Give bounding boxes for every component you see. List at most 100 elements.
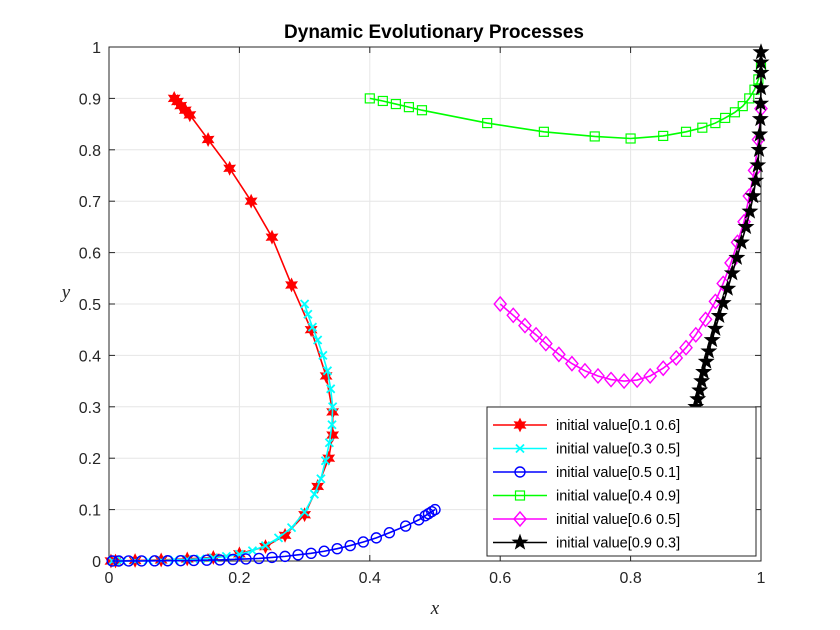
data-point: [377, 95, 388, 107]
data-point: [693, 372, 711, 389]
data-point: [106, 555, 118, 567]
data-point: [327, 420, 337, 430]
series-6: [687, 43, 770, 414]
data-point: [183, 107, 197, 123]
legend-entry: initial value[0.1 0.6]: [493, 417, 680, 434]
data-point: [710, 117, 721, 129]
data-point: [744, 187, 762, 204]
data-point: [751, 125, 769, 142]
data-point: [728, 248, 746, 265]
data-point: [716, 275, 731, 292]
data-point: [744, 93, 755, 104]
data-point: [266, 551, 278, 564]
data-point: [538, 126, 549, 137]
data-point: [135, 555, 148, 567]
data-point: [326, 427, 340, 443]
series-2: [107, 299, 338, 566]
data-point: [737, 101, 748, 112]
y-tick-label: 0.9: [79, 91, 101, 108]
data-point: [697, 352, 715, 369]
data-point: [324, 438, 335, 448]
data-point: [113, 555, 125, 567]
data-point: [749, 156, 767, 173]
data-point: [719, 279, 737, 296]
data-point: [370, 532, 383, 544]
data-point: [714, 294, 732, 311]
data-point: [691, 381, 709, 398]
data-point: [201, 554, 213, 566]
data-point: [617, 373, 632, 390]
data-point: [729, 107, 741, 118]
data-point: [318, 350, 328, 361]
legend-label: initial value[0.1 0.6]: [556, 418, 680, 434]
data-point: [298, 507, 312, 523]
data-point: [319, 368, 333, 384]
data-point: [403, 102, 415, 113]
legend-label: initial value[0.4 0.9]: [556, 489, 680, 505]
data-point: [703, 331, 721, 348]
data-point: [752, 43, 770, 60]
data-point: [390, 98, 401, 110]
data-point: [303, 309, 313, 319]
x-tick-label: 1: [757, 570, 766, 587]
data-point: [710, 306, 728, 323]
x-tick-label: 0.2: [228, 570, 250, 587]
y-tick-label: 0.4: [79, 348, 101, 365]
axes: [108, 46, 762, 562]
data-point: [737, 218, 755, 235]
data-point: [643, 367, 658, 385]
legend-label: initial value[0.3 0.5]: [556, 442, 680, 458]
legend-marker: [514, 466, 526, 478]
legend-marker: [513, 510, 527, 528]
data-point: [364, 93, 375, 104]
data-point: [383, 527, 396, 539]
legend-marker: [514, 490, 526, 501]
legend-box: [486, 406, 757, 557]
data-point: [680, 126, 692, 137]
data-point: [223, 160, 237, 176]
legend-marker: [511, 533, 529, 550]
data-point: [316, 474, 326, 484]
data-point: [747, 171, 765, 188]
series-line: [499, 108, 762, 382]
data-point: [538, 335, 553, 352]
data-point: [625, 133, 636, 144]
data-point: [750, 140, 768, 157]
legend-label: initial value[0.5 0.1]: [556, 465, 680, 481]
y-tick-label: 0.6: [79, 246, 101, 263]
data-point: [322, 366, 333, 376]
data-point: [273, 533, 284, 543]
legend-marker: [513, 417, 527, 433]
series-group: [104, 43, 770, 569]
data-point: [320, 456, 331, 466]
x-tick-label: 0: [105, 570, 114, 587]
data-point: [175, 554, 187, 567]
data-point: [551, 346, 566, 363]
data-point: [688, 326, 703, 343]
data-point: [253, 552, 265, 565]
data-point: [344, 539, 356, 552]
data-point: [589, 131, 600, 142]
chart-title: Dynamic Evolutionary Processes: [284, 22, 584, 43]
data-point: [506, 307, 521, 324]
x-axis-label: x: [430, 598, 440, 619]
data-point: [327, 402, 338, 412]
data-point: [482, 117, 493, 129]
data-point: [214, 554, 226, 566]
data-point: [604, 371, 618, 388]
legend-label: initial value[0.6 0.5]: [556, 512, 680, 528]
data-point: [399, 520, 412, 532]
data-point: [313, 335, 323, 345]
data-point: [201, 132, 215, 147]
x-tick-label: 0.4: [359, 570, 381, 587]
data-point: [416, 105, 428, 116]
x-tick-label: 0.6: [489, 570, 511, 587]
data-point: [247, 546, 258, 556]
data-point: [307, 322, 318, 332]
data-point: [751, 110, 769, 127]
data-point: [493, 295, 508, 313]
data-point: [309, 489, 320, 499]
data-point: [695, 362, 713, 380]
data-point: [700, 342, 718, 359]
data-point: [305, 547, 317, 559]
